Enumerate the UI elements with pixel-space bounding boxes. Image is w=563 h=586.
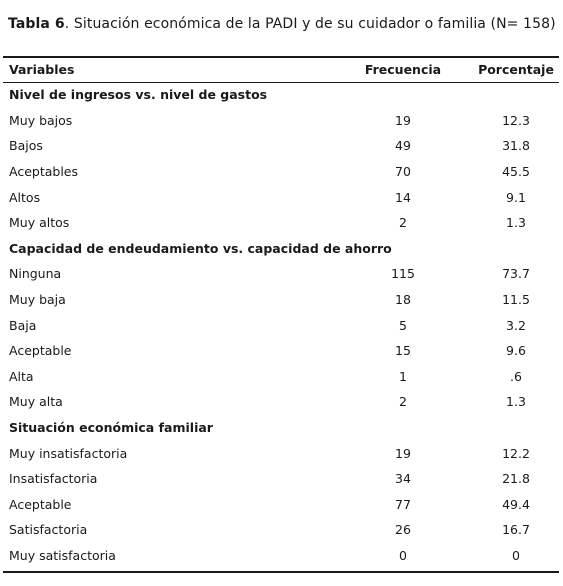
- section-title: Nivel de ingresos vs. nivel de gastos: [9, 87, 268, 103]
- table-row: Muy alta 2 1.3: [3, 389, 559, 415]
- column-header-variables: Variables: [9, 62, 75, 77]
- section-row: Capacidad de endeudamiento vs. capacidad…: [3, 236, 559, 262]
- table-row: Satisfactoria 26 16.7: [3, 517, 559, 543]
- row-percentage: 31.8: [502, 138, 530, 154]
- row-frequency: 77: [395, 496, 411, 512]
- row-percentage: 16.7: [502, 522, 530, 538]
- row-label: Aceptables: [9, 164, 79, 180]
- table-body: Nivel de ingresos vs. nivel de gastos Muy…: [3, 82, 559, 568]
- column-header-frequency: Frecuencia: [364, 62, 442, 77]
- row-label: Aceptable: [9, 496, 72, 512]
- table-row: Ninguna 115 73.7: [3, 261, 559, 287]
- row-label: Muy alta: [9, 394, 63, 410]
- row-frequency: 1: [399, 368, 407, 384]
- row-percentage: 1.3: [506, 394, 526, 410]
- row-percentage: 49.4: [502, 496, 530, 512]
- column-header-percentage: Porcentaje: [478, 62, 554, 77]
- row-frequency: 70: [395, 164, 411, 180]
- row-percentage: 11.5: [502, 292, 530, 308]
- row-percentage: 9.6: [506, 343, 526, 359]
- row-frequency: 14: [395, 189, 411, 205]
- row-label: Ninguna: [9, 266, 62, 282]
- table-caption: Tabla 6. Situación económica de la PADI …: [8, 16, 556, 32]
- row-frequency: 34: [395, 471, 411, 487]
- row-label: Muy satisfactoria: [9, 547, 116, 563]
- row-label: Altos: [9, 189, 41, 205]
- table-row: Insatisfactoria 34 21.8: [3, 466, 559, 492]
- row-percentage: 1.3: [506, 215, 526, 231]
- row-frequency: 15: [395, 343, 411, 359]
- table-row: Altos 14 9.1: [3, 184, 559, 210]
- economic-situation-table: Variables Frecuencia Porcentaje Nivel de…: [3, 57, 559, 568]
- row-percentage: 12.3: [502, 112, 530, 128]
- table-row: Baja 5 3.2: [3, 312, 559, 338]
- table-row: Alta 1 .6: [3, 364, 559, 390]
- table-row: Muy bajos 19 12.3: [3, 108, 559, 134]
- table-header-rule: [3, 82, 559, 83]
- row-frequency: 19: [395, 445, 411, 461]
- row-frequency: 115: [391, 266, 415, 282]
- row-label: Muy insatisfactoria: [9, 445, 128, 461]
- row-percentage: 3.2: [506, 317, 526, 333]
- row-frequency: 2: [399, 394, 407, 410]
- row-label: Muy baja: [9, 292, 66, 308]
- section-row: Nivel de ingresos vs. nivel de gastos: [3, 82, 559, 108]
- row-label: Bajos: [9, 138, 43, 154]
- table-row: Muy altos 2 1.3: [3, 210, 559, 236]
- table-row: Muy insatisfactoria 19 12.2: [3, 440, 559, 466]
- section-title: Situación económica familiar: [9, 420, 213, 436]
- table-bottom-rule: [3, 571, 559, 573]
- row-percentage: 9.1: [506, 189, 526, 205]
- row-label: Baja: [9, 317, 37, 333]
- row-percentage: 12.2: [502, 445, 530, 461]
- table-row: Aceptables 70 45.5: [3, 159, 559, 185]
- row-frequency: 5: [399, 317, 407, 333]
- row-percentage: 21.8: [502, 471, 530, 487]
- row-frequency: 19: [395, 112, 411, 128]
- row-label: Satisfactoria: [9, 522, 88, 538]
- row-percentage: 73.7: [502, 266, 530, 282]
- row-frequency: 49: [395, 138, 411, 154]
- row-percentage: 45.5: [502, 164, 530, 180]
- row-label: Muy altos: [9, 215, 70, 231]
- table-caption-text: . Situación económica de la PADI y de su…: [64, 16, 556, 32]
- row-label: Insatisfactoria: [9, 471, 98, 487]
- row-frequency: 26: [395, 522, 411, 538]
- table-row: Muy satisfactoria 0 0: [3, 543, 559, 569]
- row-frequency: 0: [399, 547, 407, 563]
- table-row: Aceptable 77 49.4: [3, 492, 559, 518]
- row-frequency: 2: [399, 215, 407, 231]
- row-percentage: 0: [512, 547, 520, 563]
- section-title: Capacidad de endeudamiento vs. capacidad…: [9, 240, 392, 256]
- table-row: Bajos 49 31.8: [3, 133, 559, 159]
- row-percentage: .6: [510, 368, 522, 384]
- row-label: Muy bajos: [9, 112, 73, 128]
- table-caption-label: Tabla 6: [8, 16, 65, 32]
- row-label: Alta: [9, 368, 34, 384]
- row-frequency: 18: [395, 292, 411, 308]
- row-label: Aceptable: [9, 343, 72, 359]
- table-row: Muy baja 18 11.5: [3, 287, 559, 313]
- table-row: Aceptable 15 9.6: [3, 338, 559, 364]
- section-row: Situación económica familiar: [3, 415, 559, 441]
- table-top-rule: [3, 56, 559, 58]
- table-header-row: Variables Frecuencia Porcentaje: [3, 57, 559, 82]
